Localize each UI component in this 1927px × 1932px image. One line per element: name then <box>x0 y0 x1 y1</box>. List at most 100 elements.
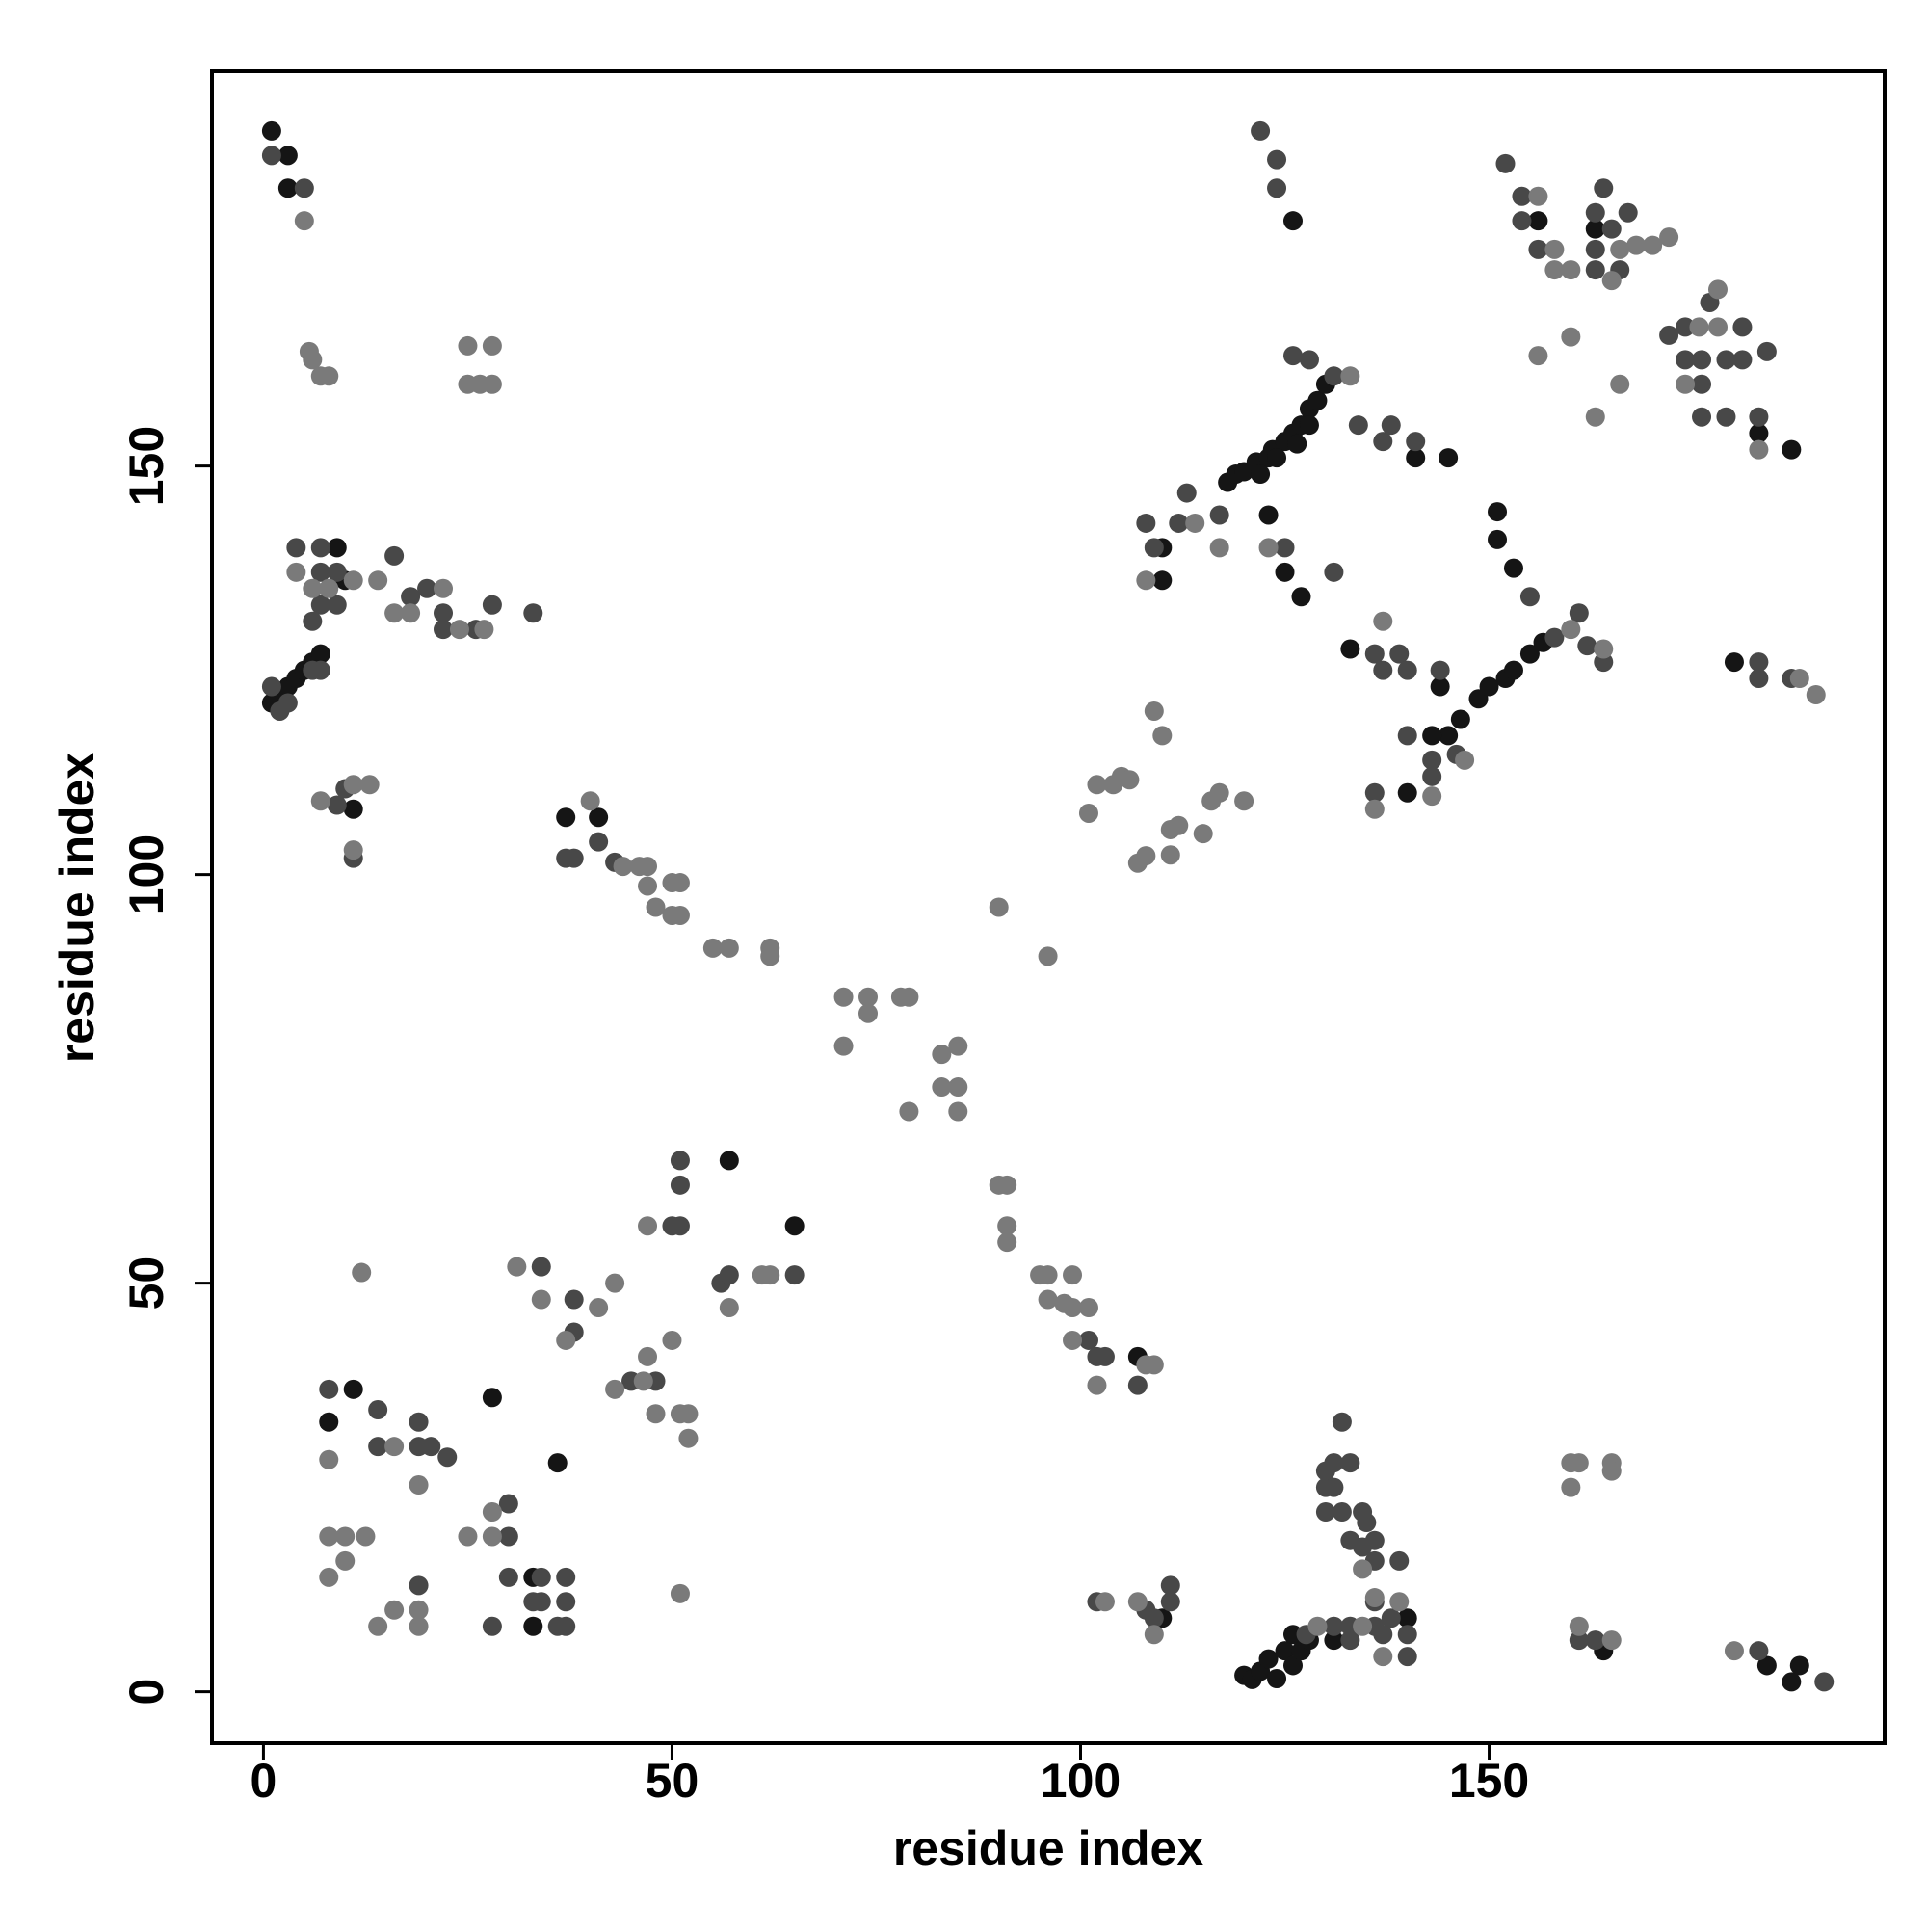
point <box>670 1151 690 1171</box>
point <box>482 1502 502 1522</box>
point <box>1169 513 1189 533</box>
point <box>702 938 723 958</box>
point <box>1430 676 1450 697</box>
point <box>1267 149 1287 170</box>
point <box>1152 726 1173 746</box>
point <box>1585 260 1605 280</box>
point <box>1601 1461 1622 1481</box>
point <box>1324 1477 1344 1497</box>
point <box>1324 1630 1344 1651</box>
point <box>997 1175 1017 1195</box>
point <box>1732 317 1753 337</box>
point <box>498 1526 518 1547</box>
point <box>1373 660 1393 680</box>
point <box>1160 1575 1180 1596</box>
point <box>1209 505 1229 525</box>
point <box>1127 1592 1148 1612</box>
point <box>343 840 363 860</box>
point <box>1282 1655 1303 1676</box>
point <box>1144 701 1164 721</box>
point <box>352 1262 372 1283</box>
point <box>638 1346 658 1366</box>
point <box>1160 1592 1180 1612</box>
point <box>368 1616 388 1636</box>
point <box>286 562 306 582</box>
point <box>1601 1630 1622 1651</box>
point <box>1495 153 1516 173</box>
point <box>1397 660 1417 680</box>
plot-frame <box>210 69 1887 1745</box>
point <box>1569 1453 1589 1473</box>
point <box>1324 1616 1344 1636</box>
point <box>899 987 919 1007</box>
point <box>356 1526 376 1547</box>
point <box>1594 178 1614 198</box>
point <box>319 1379 339 1399</box>
point <box>1299 415 1319 436</box>
point <box>719 1265 739 1285</box>
point <box>1659 227 1679 248</box>
point <box>1332 1502 1352 1522</box>
point <box>343 775 363 795</box>
point <box>1087 1375 1107 1395</box>
point <box>384 1600 405 1620</box>
point <box>556 1592 576 1612</box>
point <box>1291 587 1311 607</box>
point <box>343 570 363 591</box>
point <box>1324 562 1344 582</box>
point <box>417 578 437 598</box>
x-tick-label: 150 <box>1449 1754 1529 1808</box>
point <box>719 1151 739 1171</box>
point <box>547 1616 568 1636</box>
x-tick-label: 0 <box>251 1754 277 1808</box>
point <box>1724 1641 1744 1661</box>
point <box>409 1412 429 1432</box>
point <box>1569 1616 1589 1636</box>
point <box>1422 726 1442 746</box>
point <box>368 1400 388 1420</box>
point <box>1618 202 1638 223</box>
point <box>449 620 469 640</box>
point <box>1789 669 1809 689</box>
point <box>1087 775 1107 795</box>
point <box>409 1575 429 1596</box>
point <box>784 1265 805 1285</box>
point <box>1676 317 1696 337</box>
point <box>294 178 314 198</box>
point <box>1038 1289 1058 1310</box>
point <box>482 335 502 356</box>
point <box>1455 750 1475 770</box>
point <box>1439 448 1459 468</box>
point <box>1144 1625 1164 1645</box>
point <box>1503 558 1523 578</box>
point <box>1136 846 1156 866</box>
point <box>277 146 298 166</box>
point <box>1209 538 1229 558</box>
x-tick-label: 50 <box>646 1754 700 1808</box>
point <box>1594 639 1614 659</box>
point <box>1324 1453 1344 1473</box>
point <box>1095 1592 1115 1612</box>
point <box>670 1583 690 1603</box>
point <box>1692 350 1712 370</box>
point <box>1364 644 1385 664</box>
point <box>401 603 421 623</box>
point <box>523 1616 543 1636</box>
point <box>1282 346 1303 366</box>
point <box>1610 239 1630 259</box>
point <box>1406 448 1426 468</box>
point <box>261 120 281 141</box>
point <box>401 587 421 607</box>
point <box>1209 782 1229 803</box>
point <box>1389 644 1410 664</box>
point <box>498 1567 518 1587</box>
point <box>409 1475 429 1495</box>
point <box>1144 1608 1164 1628</box>
point <box>498 1494 518 1514</box>
point <box>556 1567 576 1587</box>
point <box>646 897 666 917</box>
point <box>678 1404 699 1424</box>
point <box>1422 750 1442 770</box>
point <box>1038 946 1058 966</box>
point <box>1512 186 1532 206</box>
